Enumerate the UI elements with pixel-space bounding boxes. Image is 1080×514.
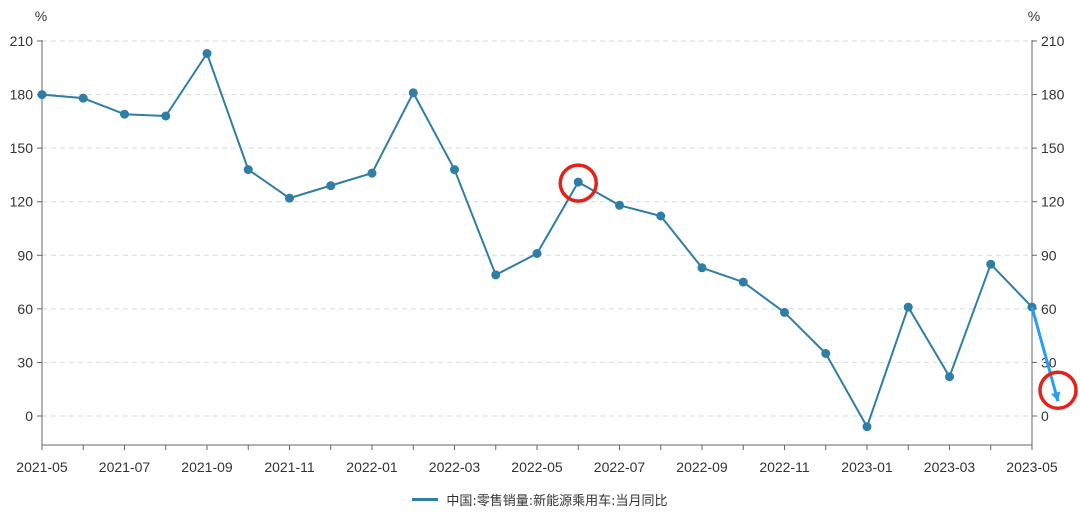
- data-point: [450, 165, 459, 175]
- x-tick-label: 2021-07: [99, 459, 151, 475]
- data-point: [573, 177, 583, 187]
- x-tick-label: 2023-01: [841, 459, 893, 475]
- x-tick-labels: 2021-05 2021-07 2021-09 2021-11 2022-01 2022-…: [16, 445, 1058, 475]
- x-tick-label: 2023-03: [924, 459, 976, 475]
- series-line: [41, 52, 1033, 428]
- data-point: [697, 263, 707, 273]
- x-tick-label: 2023-05: [1006, 459, 1058, 475]
- right-tick-label: 120: [1041, 194, 1065, 210]
- data-point: [285, 193, 294, 203]
- right-tick-label: 210: [1041, 33, 1065, 49]
- data-point: [202, 49, 212, 58]
- data-point: [903, 302, 913, 312]
- data-point: [615, 200, 624, 210]
- annotation-circle: [558, 163, 598, 203]
- data-point: [862, 422, 872, 432]
- x-tick-label: 2021-05: [16, 459, 68, 475]
- legend: 中国:零售销量:新能源乘用车:当月同比: [0, 488, 1080, 510]
- data-point: [326, 181, 336, 191]
- y-tick-labels: 00303060609090120120150150180180210210: [10, 33, 1065, 424]
- data-point: [986, 259, 996, 269]
- x-tick-label: 2022-05: [511, 459, 563, 475]
- legend-swatch: [412, 497, 439, 501]
- right-tick-label: 60: [1041, 301, 1057, 317]
- right-tick-label: 180: [1041, 87, 1065, 103]
- right-tick-label: 90: [1041, 247, 1057, 263]
- left-tick-label: 210: [10, 33, 34, 49]
- data-point: [243, 165, 253, 175]
- x-tick-label: 2022-01: [346, 459, 398, 475]
- x-tick-label: 2022-09: [676, 459, 728, 475]
- x-tick-label: 2022-07: [594, 459, 646, 475]
- annotation-circle: [1038, 370, 1078, 410]
- left-tick-label: 150: [10, 140, 34, 156]
- axes: [41, 40, 1033, 446]
- x-tick-label: 2022-03: [429, 459, 481, 475]
- left-tick-label: 60: [17, 301, 33, 317]
- right-tick-label: 150: [1041, 140, 1065, 156]
- annotation-arrowhead: [1051, 391, 1061, 402]
- data-point: [367, 168, 377, 178]
- data-point: [780, 307, 789, 317]
- x-tick-label: 2021-09: [181, 459, 233, 475]
- right-tick-label: 0: [1041, 408, 1049, 424]
- left-tick-label: 30: [17, 354, 33, 370]
- left-tick-label: 120: [10, 194, 34, 210]
- x-tick-label: 2021-11: [264, 459, 315, 475]
- data-point: [945, 372, 954, 382]
- x-tick-label: 2022-11: [759, 459, 810, 475]
- annotations: [558, 163, 1078, 410]
- data-point: [120, 109, 129, 119]
- data-point: [161, 111, 171, 121]
- data-point: [37, 90, 47, 100]
- left-tick-label: 0: [25, 408, 33, 424]
- data-point: [532, 249, 542, 258]
- data-point: [78, 93, 88, 103]
- left-unit-label: %: [35, 8, 47, 24]
- data-point: [656, 211, 666, 221]
- left-tick-label: 180: [10, 87, 34, 103]
- data-point: [738, 277, 748, 287]
- data-point: [408, 88, 418, 98]
- right-unit-label: %: [1028, 8, 1040, 24]
- series-layer: [37, 49, 1037, 432]
- legend-label: 中国:零售销量:新能源乘用车:当月同比: [446, 493, 668, 509]
- left-tick-label: 90: [17, 247, 33, 263]
- grid-lines: [42, 40, 1032, 417]
- data-point: [821, 349, 831, 358]
- annotation-arrow: [1030, 306, 1060, 402]
- data-point: [491, 270, 501, 280]
